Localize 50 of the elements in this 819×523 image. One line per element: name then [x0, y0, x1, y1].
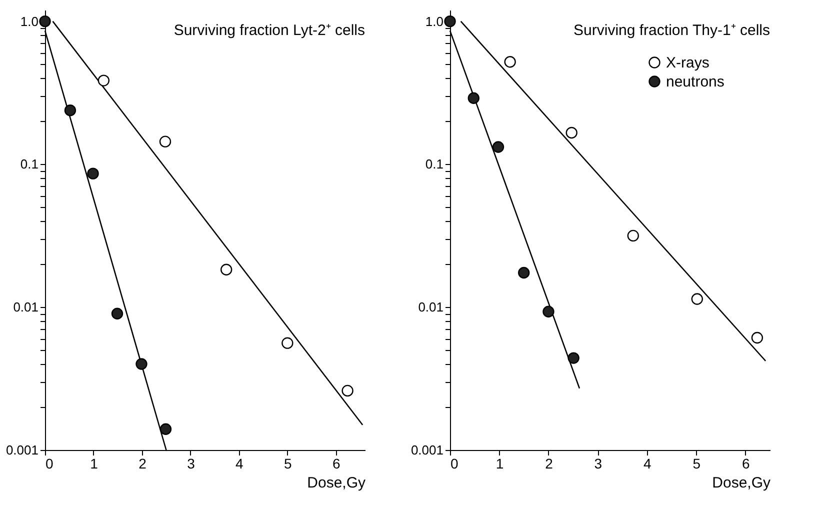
point [751, 332, 764, 344]
point [444, 15, 456, 28]
point [98, 74, 110, 86]
point [566, 126, 578, 139]
point [159, 136, 172, 148]
point [39, 15, 51, 28]
point [627, 230, 639, 242]
x-tick-label: 5 [692, 456, 701, 472]
x-tick-label: 0 [450, 456, 458, 472]
text: Surviving fraction Lyt-2⁺ cells [174, 22, 365, 39]
y-tick-label: 0.01 [13, 300, 38, 315]
x-tick-label: 4 [644, 456, 652, 472]
x-tick-label: 5 [284, 456, 292, 472]
point [87, 168, 99, 180]
legend-label: neutrons [666, 74, 724, 90]
point [492, 141, 504, 153]
x-tick-label: 3 [594, 456, 602, 472]
x-tick-label: 0 [46, 456, 54, 472]
y-tick-label: 1.0 [20, 14, 38, 29]
x-tick-label: 1 [90, 456, 98, 472]
y-tick-label: 0.001 [410, 442, 444, 458]
text: Surviving fraction Thy-1⁺ cells [574, 22, 770, 39]
x-tick-label: 1 [496, 456, 504, 472]
y-tick-label: 0.1 [20, 156, 38, 172]
x-tick-label: 6 [742, 456, 750, 472]
x-axis-title: Dose,Gy [712, 474, 771, 492]
point [220, 264, 232, 276]
x-axis-title: Dose,Gy [307, 474, 366, 492]
point [342, 384, 354, 397]
y-tick-label: 1.0 [425, 14, 444, 29]
x-tick-label: 2 [545, 456, 554, 472]
point [504, 56, 516, 68]
point [160, 423, 172, 435]
x-tick-label: 6 [332, 456, 341, 472]
x-tick-label: 4 [236, 456, 244, 472]
y-tick-label: 0.1 [425, 156, 444, 172]
point [468, 92, 480, 104]
point [111, 308, 124, 320]
legend-label: X-rays [666, 54, 710, 72]
y-tick-label: 0.01 [418, 300, 444, 315]
x-tick-label: 2 [138, 456, 147, 472]
point [518, 266, 530, 279]
y-tick-label: 0.001 [6, 442, 38, 458]
point [64, 104, 76, 116]
point [282, 337, 294, 349]
point [542, 306, 554, 318]
point [691, 293, 703, 305]
x-tick-label: 3 [187, 456, 196, 472]
point [568, 352, 580, 364]
point [136, 358, 148, 370]
